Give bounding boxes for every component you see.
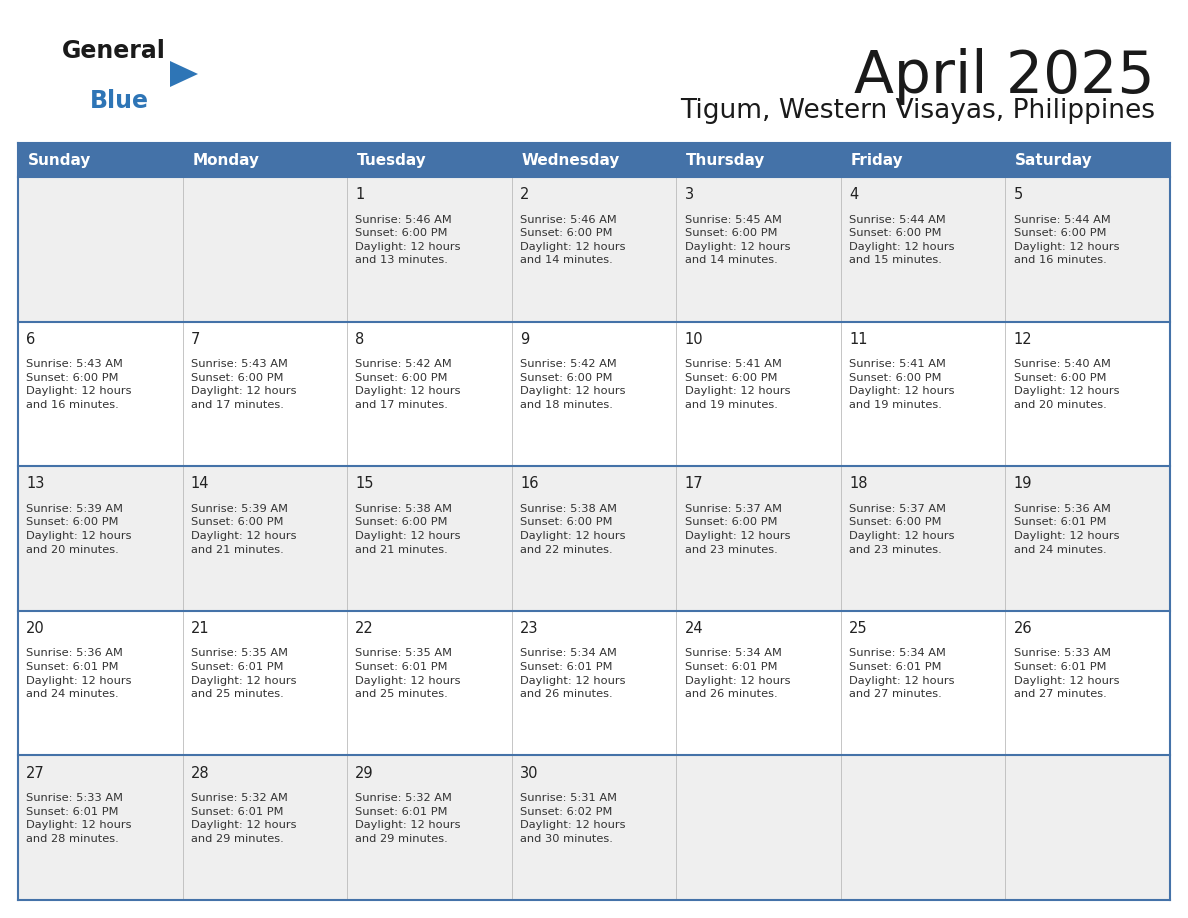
- Text: 13: 13: [26, 476, 45, 491]
- Text: Saturday: Saturday: [1016, 152, 1093, 167]
- Text: Sunrise: 5:43 AM
Sunset: 6:00 PM
Daylight: 12 hours
and 16 minutes.: Sunrise: 5:43 AM Sunset: 6:00 PM Dayligh…: [26, 359, 132, 410]
- Text: 25: 25: [849, 621, 867, 636]
- Bar: [18, 321, 1170, 466]
- Text: Sunrise: 5:32 AM
Sunset: 6:01 PM
Daylight: 12 hours
and 29 minutes.: Sunrise: 5:32 AM Sunset: 6:01 PM Dayligh…: [355, 793, 461, 844]
- Text: Sunrise: 5:46 AM
Sunset: 6:00 PM
Daylight: 12 hours
and 13 minutes.: Sunrise: 5:46 AM Sunset: 6:00 PM Dayligh…: [355, 215, 461, 265]
- Bar: [18, 466, 1170, 610]
- Text: Thursday: Thursday: [687, 152, 765, 167]
- Text: 21: 21: [191, 621, 209, 636]
- Text: 19: 19: [1013, 476, 1032, 491]
- Text: 29: 29: [355, 766, 374, 780]
- Text: Sunrise: 5:39 AM
Sunset: 6:00 PM
Daylight: 12 hours
and 21 minutes.: Sunrise: 5:39 AM Sunset: 6:00 PM Dayligh…: [191, 504, 296, 554]
- Text: Sunrise: 5:33 AM
Sunset: 6:01 PM
Daylight: 12 hours
and 27 minutes.: Sunrise: 5:33 AM Sunset: 6:01 PM Dayligh…: [1013, 648, 1119, 700]
- Text: Sunrise: 5:44 AM
Sunset: 6:00 PM
Daylight: 12 hours
and 15 minutes.: Sunrise: 5:44 AM Sunset: 6:00 PM Dayligh…: [849, 215, 955, 265]
- Text: Friday: Friday: [851, 152, 903, 167]
- Text: Sunrise: 5:34 AM
Sunset: 6:01 PM
Daylight: 12 hours
and 26 minutes.: Sunrise: 5:34 AM Sunset: 6:01 PM Dayligh…: [684, 648, 790, 700]
- Text: 7: 7: [191, 331, 200, 347]
- Bar: [18, 756, 1170, 900]
- Text: General: General: [62, 39, 166, 63]
- Text: Sunrise: 5:40 AM
Sunset: 6:00 PM
Daylight: 12 hours
and 20 minutes.: Sunrise: 5:40 AM Sunset: 6:00 PM Dayligh…: [1013, 359, 1119, 410]
- Text: 17: 17: [684, 476, 703, 491]
- Text: Sunrise: 5:38 AM
Sunset: 6:00 PM
Daylight: 12 hours
and 21 minutes.: Sunrise: 5:38 AM Sunset: 6:00 PM Dayligh…: [355, 504, 461, 554]
- Text: 8: 8: [355, 331, 365, 347]
- Text: Sunrise: 5:35 AM
Sunset: 6:01 PM
Daylight: 12 hours
and 25 minutes.: Sunrise: 5:35 AM Sunset: 6:01 PM Dayligh…: [355, 648, 461, 700]
- Text: Sunrise: 5:46 AM
Sunset: 6:00 PM
Daylight: 12 hours
and 14 minutes.: Sunrise: 5:46 AM Sunset: 6:00 PM Dayligh…: [520, 215, 625, 265]
- Text: Sunrise: 5:43 AM
Sunset: 6:00 PM
Daylight: 12 hours
and 17 minutes.: Sunrise: 5:43 AM Sunset: 6:00 PM Dayligh…: [191, 359, 296, 410]
- Text: 4: 4: [849, 187, 859, 202]
- Text: 20: 20: [26, 621, 45, 636]
- Text: Blue: Blue: [90, 89, 148, 113]
- Text: 11: 11: [849, 331, 867, 347]
- Text: Sunrise: 5:31 AM
Sunset: 6:02 PM
Daylight: 12 hours
and 30 minutes.: Sunrise: 5:31 AM Sunset: 6:02 PM Dayligh…: [520, 793, 625, 844]
- Bar: [18, 177, 1170, 321]
- Text: Sunrise: 5:35 AM
Sunset: 6:01 PM
Daylight: 12 hours
and 25 minutes.: Sunrise: 5:35 AM Sunset: 6:01 PM Dayligh…: [191, 648, 296, 700]
- Text: Monday: Monday: [192, 152, 259, 167]
- Text: 1: 1: [355, 187, 365, 202]
- Text: Sunrise: 5:45 AM
Sunset: 6:00 PM
Daylight: 12 hours
and 14 minutes.: Sunrise: 5:45 AM Sunset: 6:00 PM Dayligh…: [684, 215, 790, 265]
- Text: Sunrise: 5:36 AM
Sunset: 6:01 PM
Daylight: 12 hours
and 24 minutes.: Sunrise: 5:36 AM Sunset: 6:01 PM Dayligh…: [1013, 504, 1119, 554]
- Text: 14: 14: [191, 476, 209, 491]
- Text: 16: 16: [520, 476, 538, 491]
- Text: 9: 9: [520, 331, 529, 347]
- Text: Sunday: Sunday: [27, 152, 91, 167]
- Text: Sunrise: 5:39 AM
Sunset: 6:00 PM
Daylight: 12 hours
and 20 minutes.: Sunrise: 5:39 AM Sunset: 6:00 PM Dayligh…: [26, 504, 132, 554]
- Text: 22: 22: [355, 621, 374, 636]
- Text: 3: 3: [684, 187, 694, 202]
- Text: Sunrise: 5:41 AM
Sunset: 6:00 PM
Daylight: 12 hours
and 19 minutes.: Sunrise: 5:41 AM Sunset: 6:00 PM Dayligh…: [849, 359, 955, 410]
- Text: 26: 26: [1013, 621, 1032, 636]
- Bar: [18, 143, 1170, 177]
- Text: 30: 30: [520, 766, 538, 780]
- Text: 5: 5: [1013, 187, 1023, 202]
- Text: Sunrise: 5:37 AM
Sunset: 6:00 PM
Daylight: 12 hours
and 23 minutes.: Sunrise: 5:37 AM Sunset: 6:00 PM Dayligh…: [684, 504, 790, 554]
- Text: 23: 23: [520, 621, 538, 636]
- Text: Sunrise: 5:32 AM
Sunset: 6:01 PM
Daylight: 12 hours
and 29 minutes.: Sunrise: 5:32 AM Sunset: 6:01 PM Dayligh…: [191, 793, 296, 844]
- Text: 24: 24: [684, 621, 703, 636]
- Text: April 2025: April 2025: [854, 48, 1155, 105]
- Bar: [18, 610, 1170, 756]
- Text: Sunrise: 5:42 AM
Sunset: 6:00 PM
Daylight: 12 hours
and 18 minutes.: Sunrise: 5:42 AM Sunset: 6:00 PM Dayligh…: [520, 359, 625, 410]
- Text: 18: 18: [849, 476, 867, 491]
- Text: Sunrise: 5:44 AM
Sunset: 6:00 PM
Daylight: 12 hours
and 16 minutes.: Sunrise: 5:44 AM Sunset: 6:00 PM Dayligh…: [1013, 215, 1119, 265]
- Text: Sunrise: 5:38 AM
Sunset: 6:00 PM
Daylight: 12 hours
and 22 minutes.: Sunrise: 5:38 AM Sunset: 6:00 PM Dayligh…: [520, 504, 625, 554]
- Text: 15: 15: [355, 476, 374, 491]
- Text: Sunrise: 5:37 AM
Sunset: 6:00 PM
Daylight: 12 hours
and 23 minutes.: Sunrise: 5:37 AM Sunset: 6:00 PM Dayligh…: [849, 504, 955, 554]
- Text: Wednesday: Wednesday: [522, 152, 620, 167]
- Text: 2: 2: [520, 187, 530, 202]
- Text: Sunrise: 5:36 AM
Sunset: 6:01 PM
Daylight: 12 hours
and 24 minutes.: Sunrise: 5:36 AM Sunset: 6:01 PM Dayligh…: [26, 648, 132, 700]
- Polygon shape: [170, 61, 198, 87]
- Text: Sunrise: 5:41 AM
Sunset: 6:00 PM
Daylight: 12 hours
and 19 minutes.: Sunrise: 5:41 AM Sunset: 6:00 PM Dayligh…: [684, 359, 790, 410]
- Text: 10: 10: [684, 331, 703, 347]
- Text: 27: 27: [26, 766, 45, 780]
- Text: Tuesday: Tuesday: [358, 152, 426, 167]
- Text: Sunrise: 5:42 AM
Sunset: 6:00 PM
Daylight: 12 hours
and 17 minutes.: Sunrise: 5:42 AM Sunset: 6:00 PM Dayligh…: [355, 359, 461, 410]
- Text: 28: 28: [191, 766, 209, 780]
- Text: 12: 12: [1013, 331, 1032, 347]
- Text: 6: 6: [26, 331, 36, 347]
- Text: Sunrise: 5:34 AM
Sunset: 6:01 PM
Daylight: 12 hours
and 27 minutes.: Sunrise: 5:34 AM Sunset: 6:01 PM Dayligh…: [849, 648, 955, 700]
- Text: Sunrise: 5:34 AM
Sunset: 6:01 PM
Daylight: 12 hours
and 26 minutes.: Sunrise: 5:34 AM Sunset: 6:01 PM Dayligh…: [520, 648, 625, 700]
- Text: Tigum, Western Visayas, Philippines: Tigum, Western Visayas, Philippines: [680, 98, 1155, 124]
- Text: Sunrise: 5:33 AM
Sunset: 6:01 PM
Daylight: 12 hours
and 28 minutes.: Sunrise: 5:33 AM Sunset: 6:01 PM Dayligh…: [26, 793, 132, 844]
